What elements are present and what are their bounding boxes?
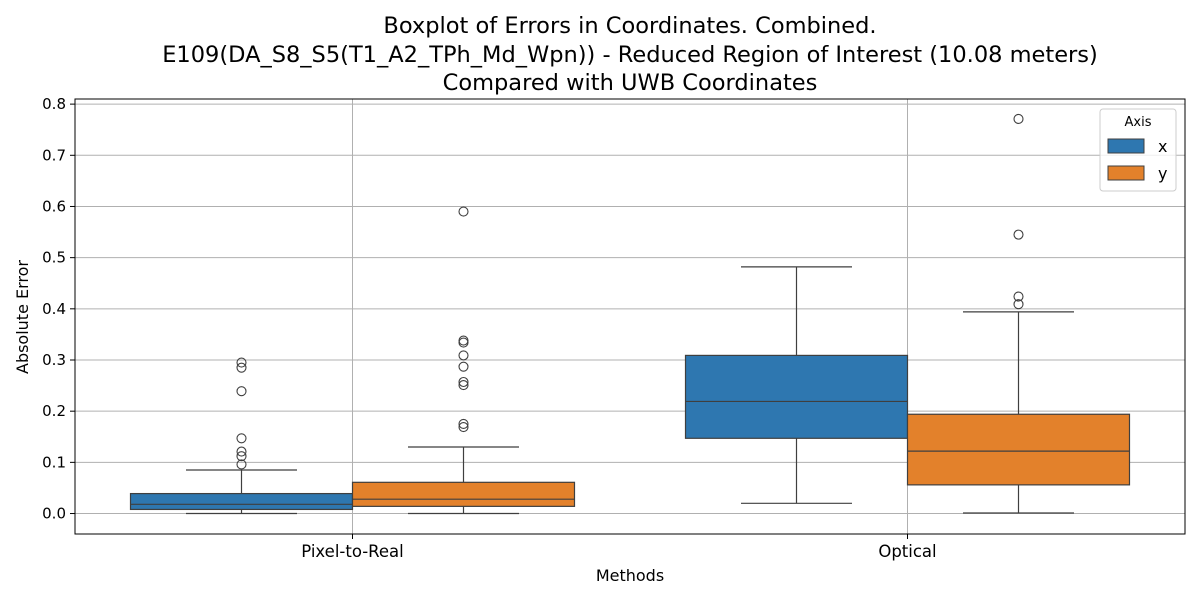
outlier-point [458, 335, 469, 346]
legend-swatch-y [1107, 165, 1145, 181]
x-axis-label: Methods [596, 566, 664, 585]
box-x-pixel-to-real [129, 357, 354, 515]
y-tick-label: 0.2 [42, 402, 66, 420]
x-tick-label: Pixel-to-Real [301, 542, 404, 561]
outlier-point [1013, 291, 1024, 302]
y-axis-label: Absolute Error [13, 260, 32, 374]
outlier-point [236, 446, 247, 457]
box-y-pixel-to-real [351, 206, 576, 515]
outlier-point [458, 206, 469, 217]
box-x-optical [684, 266, 909, 504]
box-y-optical [906, 113, 1131, 514]
outlier-point [236, 386, 247, 397]
grid [75, 99, 1185, 534]
y-tick-label: 0.7 [42, 146, 66, 164]
legend: Axis x y [1099, 108, 1177, 192]
outlier-point [458, 418, 469, 430]
outlier-point [458, 361, 469, 372]
legend-label-x: x [1158, 137, 1167, 156]
box-iqr [129, 492, 354, 511]
legend-swatch-x [1107, 138, 1145, 154]
outlier-point [236, 433, 247, 444]
outlier-point [236, 362, 247, 373]
x-axis-ticks: Pixel-to-Real Optical [301, 534, 937, 561]
legend-title: Axis [1125, 115, 1152, 130]
outlier-point [458, 376, 469, 388]
y-tick-label: 0.5 [42, 249, 66, 267]
outlier-point [1013, 299, 1024, 310]
y-tick-label: 0.3 [42, 351, 66, 369]
y-tick-label: 0.4 [42, 300, 66, 318]
outlier-point [1013, 113, 1024, 125]
outlier-point [458, 337, 469, 348]
box-iqr [684, 354, 909, 439]
box-iqr [351, 481, 576, 507]
outlier-point [236, 357, 247, 368]
chart-title-line-2: E109(DA_S8_S5(T1_A2_TPh_Md_Wpn)) - Reduc… [162, 42, 1098, 68]
outlier-point [458, 350, 469, 361]
y-tick-label: 0.8 [42, 95, 66, 113]
box-iqr [906, 413, 1131, 486]
outlier-point [236, 451, 247, 462]
outlier-point [458, 380, 469, 391]
outlier-point [1013, 229, 1024, 240]
outlier-point [236, 459, 247, 470]
box-series [129, 113, 1131, 515]
chart-title: Boxplot of Errors in Coordinates. Combin… [162, 13, 1098, 96]
y-axis-ticks: 0.0 0.1 0.2 0.3 0.4 0.5 0.6 0.7 0.8 [42, 95, 75, 523]
chart-title-line-3: Compared with UWB Coordinates [443, 70, 818, 96]
y-tick-label: 0.0 [42, 505, 66, 523]
x-tick-label: Optical [878, 542, 936, 561]
plot-frame [74, 98, 1186, 535]
y-tick-label: 0.1 [42, 453, 66, 471]
y-tick-label: 0.6 [42, 197, 66, 215]
chart-title-line-1: Boxplot of Errors in Coordinates. Combin… [383, 13, 876, 39]
legend-label-y: y [1158, 164, 1167, 183]
outlier-point [458, 421, 469, 433]
